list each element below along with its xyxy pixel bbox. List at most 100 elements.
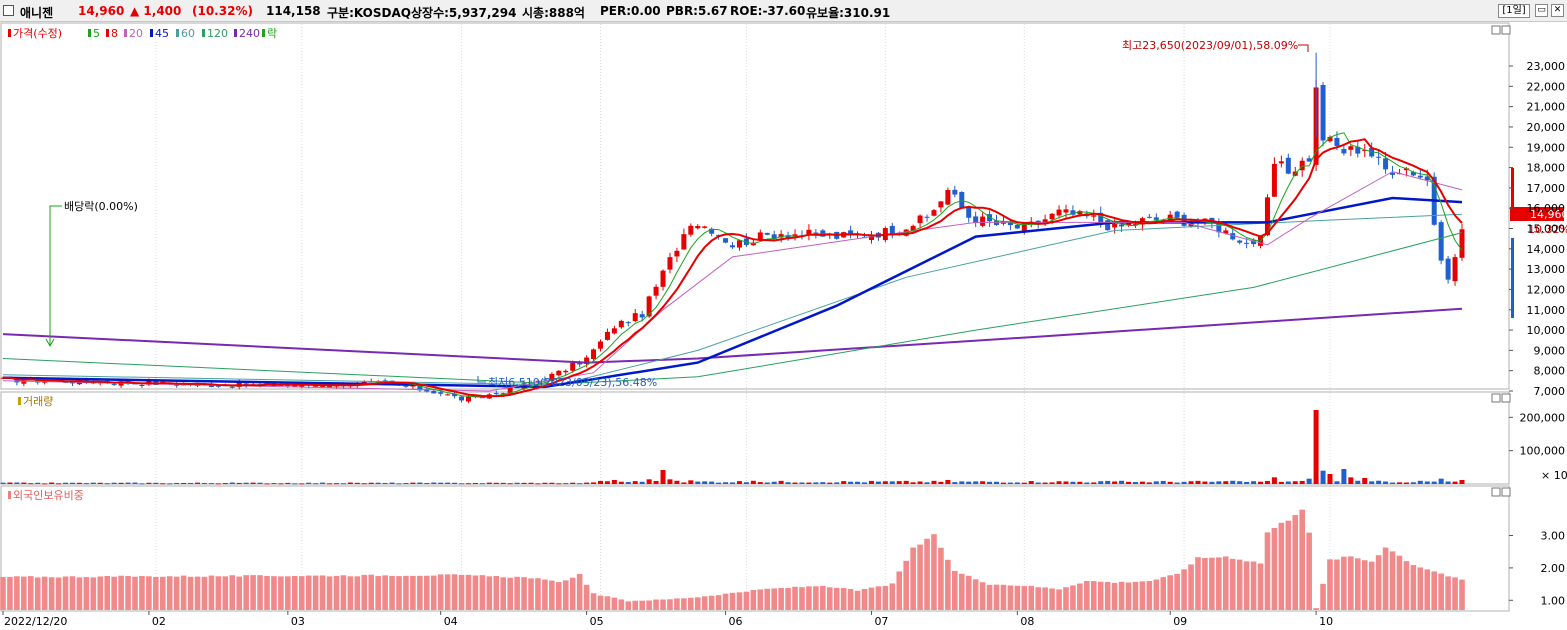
volume-bar xyxy=(375,482,381,484)
candle-body xyxy=(785,235,791,238)
volume-bar xyxy=(1396,482,1402,484)
volume-bar xyxy=(236,482,242,484)
volume-bar xyxy=(111,482,117,484)
date-axis-label: 02 xyxy=(152,615,166,628)
candle-body xyxy=(1306,158,1312,162)
select-checkbox[interactable] xyxy=(3,5,14,16)
high-pointer xyxy=(1298,44,1309,52)
volume-bar xyxy=(139,483,145,485)
foreign-ratio-bar xyxy=(1313,608,1319,610)
volume-bar xyxy=(292,483,298,485)
volume-bar xyxy=(1007,482,1013,484)
foreign-axis-label: 2.00 xyxy=(1541,562,1566,575)
foreign-ratio-bar xyxy=(1167,575,1173,610)
candle-body xyxy=(459,396,465,401)
foreign-ratio-bar xyxy=(403,575,409,610)
volume-bar xyxy=(1445,481,1451,484)
volume-axis-label: 200,000 xyxy=(1520,411,1566,424)
foreign-ratio-bar xyxy=(250,575,256,610)
foreign-ratio-bar xyxy=(806,586,812,610)
volume-bar xyxy=(597,480,603,484)
foreign-panel[interactable] xyxy=(0,485,1510,612)
foreign-ratio-bar xyxy=(764,588,771,610)
low-pointer xyxy=(477,376,486,383)
volume-bar xyxy=(681,482,687,484)
candle-body xyxy=(410,385,416,387)
volume-bar xyxy=(987,481,993,484)
candle-body xyxy=(702,226,708,228)
candle-body xyxy=(917,215,923,224)
price-axis-label: 16,000 xyxy=(1527,202,1566,215)
foreign-ratio-bar xyxy=(472,575,479,610)
candle-body xyxy=(535,380,541,382)
volume-bar xyxy=(973,481,979,484)
volume-bar xyxy=(924,482,930,484)
foreign-ratio-bar xyxy=(430,575,437,610)
panel-close-icon[interactable] xyxy=(1501,393,1511,403)
panel-min-icon[interactable] xyxy=(1491,487,1501,497)
price-panel[interactable] xyxy=(0,22,1510,390)
panel-min-icon[interactable] xyxy=(1491,25,1501,35)
foreign-ratio-bar xyxy=(535,578,541,610)
foreign-ratio-bar xyxy=(514,576,520,610)
volume-bar xyxy=(1313,410,1319,484)
foreign-axis-label: 3.00 xyxy=(1541,530,1566,543)
legend-ma5: 5 xyxy=(93,27,100,40)
volume-bar xyxy=(514,482,520,484)
volume-bar xyxy=(63,482,69,484)
foreign-ratio-bar xyxy=(1271,527,1278,610)
foreign-ratio-bar xyxy=(1452,577,1458,610)
candle-body xyxy=(688,225,694,235)
foreign-ratio-bar xyxy=(715,595,722,610)
foreign-ratio-bar xyxy=(222,576,229,610)
volume-bar xyxy=(424,483,430,485)
volume-bar xyxy=(1070,481,1076,484)
candle-body xyxy=(1077,211,1083,215)
price-axis-label: 12,000 xyxy=(1527,283,1566,296)
foreign-ratio-bar xyxy=(389,575,395,610)
candle-body xyxy=(653,286,659,296)
ma-line-240 xyxy=(2,307,1463,364)
candle-body xyxy=(681,234,687,250)
foreign-ratio-bar xyxy=(1104,581,1111,610)
period-button[interactable]: [1일] xyxy=(1498,4,1530,18)
foreign-ratio-bar xyxy=(493,575,500,610)
foreign-ratio-bar xyxy=(375,576,381,610)
candle-body xyxy=(556,370,562,376)
candle-body xyxy=(757,232,763,241)
panel-close-icon[interactable] xyxy=(1501,487,1511,497)
volume-bar xyxy=(1306,478,1312,484)
foreign-ratio-bar xyxy=(1042,587,1048,610)
volume-bar xyxy=(632,481,638,484)
candle-body xyxy=(139,384,145,386)
foreign-ratio-bar xyxy=(826,587,833,610)
candle-body xyxy=(973,216,979,224)
candle-body xyxy=(1355,146,1361,154)
panel-buttons[interactable] xyxy=(1491,25,1511,497)
foreign-ratio-bar xyxy=(125,575,131,610)
foreign-ratio-bar xyxy=(1278,522,1285,610)
foreign-ratio-bar xyxy=(479,575,486,610)
foreign-ratio-bar xyxy=(597,595,604,610)
foreign-ratio-bar xyxy=(799,587,805,610)
candle-body xyxy=(1126,223,1132,226)
foreign-ratio-bar xyxy=(917,544,923,610)
volume-bar xyxy=(257,482,263,484)
close-icon[interactable]: ✕ xyxy=(1551,4,1564,17)
volume-bar xyxy=(1216,481,1222,484)
foreign-ratio-bar xyxy=(319,575,326,610)
volume-panel[interactable] xyxy=(0,391,1510,485)
market-type: 구분:KOSDAQ xyxy=(327,6,411,20)
price-change-pct: (10.32%) xyxy=(192,4,253,18)
panel-min-icon[interactable] xyxy=(1491,393,1501,403)
candle-body xyxy=(660,270,666,287)
candle-body xyxy=(1153,217,1159,220)
foreign-ratio-bar xyxy=(840,588,847,610)
volume-bar xyxy=(396,483,402,485)
restore-icon[interactable]: ▭ xyxy=(1535,4,1548,17)
volume-bar xyxy=(285,482,291,484)
panel-close-icon[interactable] xyxy=(1501,25,1511,35)
candle-body xyxy=(111,383,117,385)
foreign-ratio-bar xyxy=(785,587,791,610)
